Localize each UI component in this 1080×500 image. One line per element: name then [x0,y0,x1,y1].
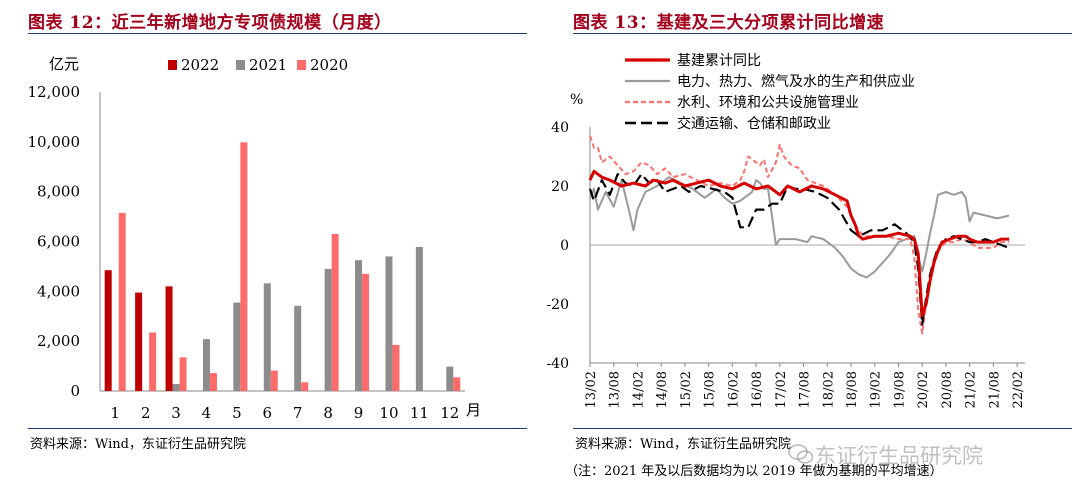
bar-2020 [392,344,400,391]
y-tick-label: 0 [70,382,80,400]
bar-2022 [104,270,112,391]
x-tick-label: 16/02 [726,371,741,408]
bar-2020 [331,234,339,391]
bar-2020 [149,332,157,391]
bar-2021 [446,366,454,391]
x-tick-label: 19/02 [869,371,884,408]
bar-2020 [240,142,248,391]
wechat-icon [788,444,814,464]
x-tick-label: 15/08 [703,371,718,408]
left-chart-panel: 图表 12：近三年新增地方专项债规模（月度） 亿元 2022 2021 2020 0 2,… [0,0,535,500]
bar-2021 [355,260,363,391]
legend-label-2020: 2020 [310,56,348,74]
x-tick-label: 14/08 [655,371,670,408]
line-chart: % -40 -20 0 20 40 13/02 13/08 14/02 14/08 15/02 15/… [546,52,1026,408]
bar-2021 [415,246,423,391]
x-tick-label: 5 [232,404,242,422]
legend-swatch-2021 [236,60,245,70]
right-chart-panel: 图表 13：基建及三大分项累计同比增速 % -40 -20 0 20 40 13/02 13/… [545,0,1080,500]
x-axis-label: 月 [466,401,481,419]
left-chart-title: 图表 12：近三年新增地方专项债规模（月度） [28,13,392,33]
x-tick-label: 9 [354,404,364,422]
y-tick-label: 20 [551,179,569,195]
x-tick-label: 1 [110,404,120,422]
right-chart-title: 图表 13：基建及三大分项累计同比增速 [573,13,885,33]
x-tick-label: 13/08 [608,371,623,408]
y-tick-label: 2,000 [37,332,80,350]
x-tick-label: 7 [293,404,303,422]
legend-swatch-2020 [297,60,306,70]
x-tick-label: 13/02 [584,371,599,408]
bar-2020 [118,212,126,391]
x-tick-label: 8 [323,404,333,422]
x-tick-label: 20/08 [940,371,955,408]
bar-2021 [385,256,393,391]
x-tick-label: 12 [440,404,459,422]
legend-label-3: 交通运输、仓储和邮政业 [677,115,831,132]
series-line-3 [588,173,1010,326]
x-tick-label: 22/02 [1011,371,1026,408]
x-tick-label: 14/02 [631,371,646,408]
legend-label-2021: 2021 [249,56,287,74]
bar-2020 [453,377,461,391]
bar-2021 [294,305,302,391]
x-tick-label: 18/02 [821,371,836,408]
y-tick-label: 8,000 [37,183,80,201]
x-tick-label: 6 [263,404,273,422]
x-tick-label: 20/02 [916,371,931,408]
x-tick-label: 10 [379,404,398,422]
y-tick-label: 4,000 [37,282,80,300]
y-tick-label: 12,000 [28,83,81,101]
x-tick-label: 3 [171,404,181,422]
y-tick-label: 0 [560,238,569,254]
right-note: （注：2021 年及以后数据均为以 2019 年做为基期的平均增速） [565,464,943,479]
x-tick-label: 11 [410,404,429,422]
watermark: 东证衍生品研究院 [815,444,983,468]
bar-2021 [263,283,271,391]
bar-2021 [172,384,180,391]
x-tick-label: 15/02 [679,371,694,408]
bar-2020 [301,382,309,391]
left-bottom-rule [28,428,527,429]
bar-2021 [324,268,332,391]
y-axis-label: 亿元 [49,55,79,73]
legend-swatch-2022 [168,60,177,70]
y-tick-label: 40 [551,120,569,136]
legend-label-2022: 2022 [181,56,219,74]
bar-2021 [233,302,241,391]
y-tick-label: 6,000 [37,233,80,251]
legend-label-2: 水利、环境和公共设施管理业 [677,95,859,111]
bar-2020 [270,370,278,391]
legend-label-0: 基建累计同比 [677,52,761,69]
y-tick-label: 10,000 [28,133,81,151]
x-tick-label: 2 [141,404,151,422]
y-tick-label: -20 [546,297,569,313]
x-tick-label: 19/08 [892,371,907,408]
right-bottom-rule [573,428,1072,429]
x-tick-label: 17/08 [798,371,813,408]
bar-2021 [202,339,210,391]
bar-2020 [179,357,187,391]
x-tick-label: 17/02 [774,371,789,408]
left-title-rule [28,33,527,34]
x-tick-label: 21/02 [964,371,979,408]
series-line-2 [589,135,1010,335]
y-tick-label: -40 [546,356,569,372]
bar-2020 [362,273,370,391]
x-tick-label: 4 [202,404,212,422]
x-tick-label: 21/08 [987,371,1002,408]
series-line-0 [588,169,1010,318]
x-tick-label: 18/08 [845,371,860,408]
bar-chart: 亿元 2022 2021 2020 0 2,000 4,000 6,000 8,000 10,00… [28,55,482,422]
bar-2022 [135,292,143,391]
right-title-rule [573,33,1072,34]
left-source: 资料来源：Wind，东证衍生品研究院 [30,437,246,452]
y-axis-label: % [570,92,583,108]
series-line-1 [589,176,1010,279]
bar-2022 [165,286,173,391]
bar-2020 [209,373,217,391]
legend-label-1: 电力、热力、燃气及水的生产和供应业 [677,73,915,90]
right-source: 资料来源：Wind，东证衍生品研究院 [575,437,791,452]
x-tick-label: 16/08 [750,371,765,408]
